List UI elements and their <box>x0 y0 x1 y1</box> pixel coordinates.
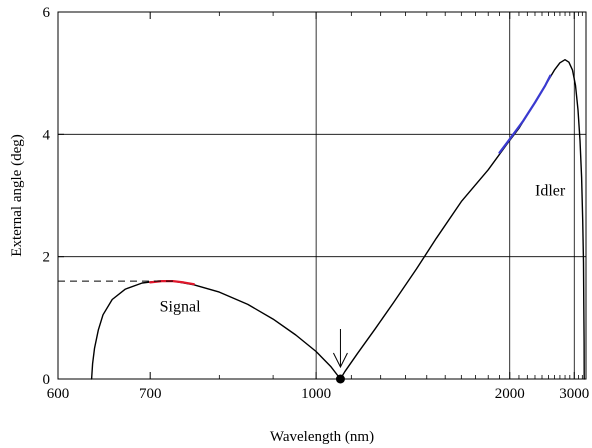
y-tick-label-2: 2 <box>43 250 51 266</box>
x-tick-label-600: 600 <box>47 386 70 402</box>
minor-ticks <box>57 11 583 380</box>
down-arrow-head <box>332 352 348 369</box>
y-tick-labels: 0 2 4 6 <box>43 5 51 388</box>
y-axis-title: External angle (deg) <box>9 134 25 256</box>
x-tick-label-3000: 3000 <box>559 386 589 402</box>
data-series <box>90 59 585 380</box>
plot-frame <box>57 11 587 380</box>
y-tick-label-4: 4 <box>43 127 51 143</box>
signal-label: Signal <box>160 299 201 316</box>
annotations <box>58 280 348 384</box>
y-tick-label-6: 6 <box>43 5 51 21</box>
x-tick-label-1000: 1000 <box>301 386 331 402</box>
idler-label: Idler <box>535 183 566 200</box>
series-line-0 <box>90 59 585 380</box>
x-tick-label-700: 700 <box>139 386 162 402</box>
x-tick-labels: 600 700 1000 2000 3000 <box>47 386 590 402</box>
y-tick-label-0: 0 <box>43 372 51 388</box>
x-axis-title: Wavelength (nm) <box>270 429 374 445</box>
x-tick-label-2000: 2000 <box>495 386 525 402</box>
series-line-2 <box>498 74 552 154</box>
grid-lines <box>58 12 586 379</box>
